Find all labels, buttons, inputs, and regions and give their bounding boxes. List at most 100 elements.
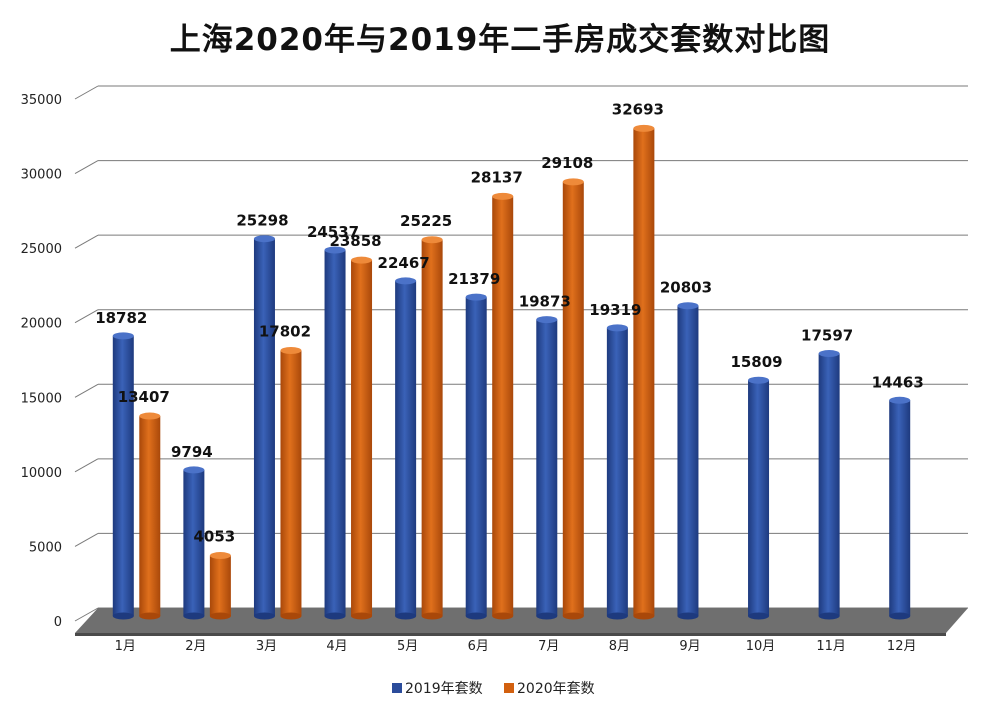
data-label-2019-6: 21379 [448,270,500,288]
bar-2019-5 [395,277,417,620]
data-label-2020-8: 32693 [612,100,664,118]
bar-cap [421,236,443,244]
x-tick-label: 3月 [256,639,277,654]
bar-base [139,612,161,620]
bar-cap [395,277,417,285]
gridline-diagonal [74,160,99,175]
y-tick-label: 0 [54,615,62,630]
data-label-2019-2: 9794 [171,443,213,461]
bar-body [677,305,699,616]
bar-2019-11 [818,350,840,620]
legend-item-2020: 2020年套数 [504,681,595,697]
x-tick-label: 2月 [185,639,206,654]
bar-base [748,612,770,620]
bar-2020-6 [492,192,514,620]
bar-2019-2 [183,466,205,620]
legend-label: 2019年套数 [405,681,483,697]
bar-2020-3 [280,346,302,620]
bar-2020-7 [562,178,584,620]
bar-cap [112,332,134,340]
bar-body [324,250,346,617]
bar-cap [562,178,584,186]
bar-base [112,612,134,620]
data-label-2019-12: 14463 [872,373,924,391]
data-label-2020-6: 28137 [471,168,523,186]
bar-cap [748,376,770,384]
bar-2019-1 [112,332,134,620]
bar-2019-7 [536,316,558,620]
gridline-diagonal [74,383,99,398]
x-tick-label: 8月 [609,639,630,654]
chart-floor-edge [75,633,946,636]
bar-cap [536,316,558,324]
bar-base [677,612,699,620]
bar-body [112,335,134,616]
x-tick-label: 10月 [746,639,776,654]
bar-base [818,612,840,620]
bar-base [536,612,558,620]
bar-body [465,297,487,616]
bar-cap [633,124,655,132]
gridline-diagonal [74,309,99,324]
bar-2019-9 [677,302,699,620]
bar-cap [139,412,161,420]
bar-body [633,128,655,616]
gridline-diagonal [74,607,99,622]
data-label-2019-1: 18782 [95,309,147,327]
gridline-diagonal [74,532,99,547]
bar-base [183,612,205,620]
bar-cap [324,246,346,254]
x-tick-label: 11月 [816,639,846,654]
bar-cap [351,256,373,264]
legend-label: 2020年套数 [517,681,595,697]
data-label-2019-7: 19873 [519,293,571,311]
bar-2019-4 [324,246,346,620]
y-tick-label: 10000 [21,466,62,481]
y-tick-label: 20000 [21,317,62,332]
data-label-2020-4: 23858 [329,232,381,250]
data-label-2019-11: 17597 [801,327,853,345]
y-tick-label: 5000 [29,540,62,555]
bar-2020-5 [421,236,443,620]
x-tick-label: 6月 [468,639,489,654]
x-tick-label: 4月 [326,639,347,654]
data-label-2020-7: 29108 [541,154,593,172]
bar-body [562,181,584,616]
bar-cap [492,192,514,200]
legend-item-2019: 2019年套数 [392,681,483,697]
bar-2020-4 [351,256,373,620]
x-tick-label: 7月 [538,639,559,654]
bar-base [606,612,628,620]
bar-2019-10 [748,376,770,620]
bar-body [492,196,514,616]
y-tick-label: 35000 [21,93,62,108]
gridline-diagonal [74,458,99,473]
data-label-2019-3: 25298 [236,212,288,230]
bar-cap [606,324,628,332]
data-label-2019-4: 24537 [307,223,359,241]
bar-base [633,612,655,620]
bar-body [818,353,840,616]
y-tick-label: 25000 [21,242,62,257]
bar-cap [677,302,699,310]
x-tick-label: 5月 [397,639,418,654]
x-tick-label: 1月 [115,639,136,654]
bar-2020-1 [139,412,161,620]
bar-base [889,612,911,620]
legend-swatch [392,683,402,693]
y-tick-label: 15000 [21,391,62,406]
bar-body [209,555,231,616]
bar-cap [209,552,231,560]
bar-body [183,469,205,616]
bar-base [421,612,443,620]
bar-2019-6 [465,293,487,620]
data-label-2020-2: 4053 [194,528,236,546]
bar-base [562,612,584,620]
bar-cap [183,466,205,474]
bar-cap [253,235,275,243]
bar-2020-2 [209,552,231,620]
bar-base [253,612,275,620]
data-label-2020-3: 17802 [259,322,311,340]
bar-base [324,612,346,620]
bar-cap [889,396,911,404]
